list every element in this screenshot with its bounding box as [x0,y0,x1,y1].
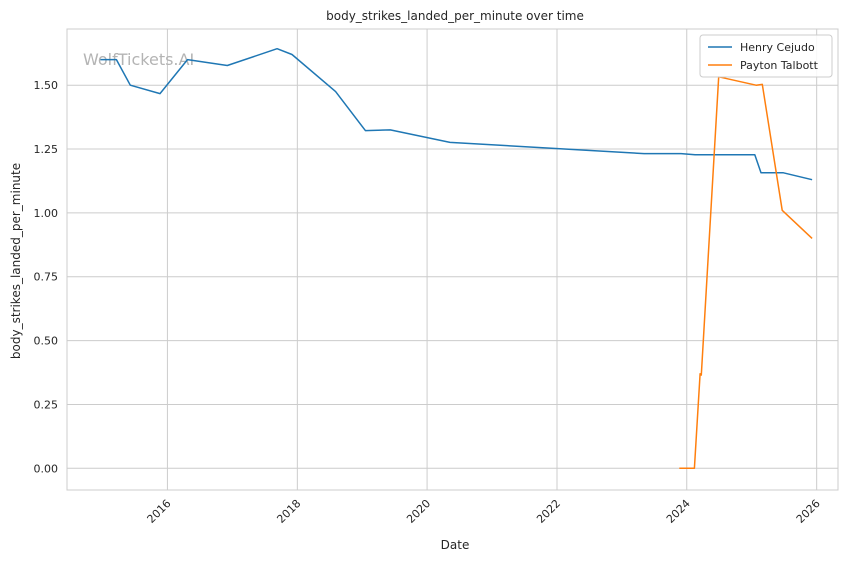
x-tick-label: 2018 [274,497,303,526]
y-tick-label: 0.25 [34,398,59,411]
chart-title: body_strikes_landed_per_minute over time [326,9,584,23]
y-tick-label: 1.00 [34,207,59,220]
legend: Henry Cejudo Payton Talbott [699,34,833,78]
series-line-1 [100,47,813,181]
x-axis-label: Date [441,538,470,552]
legend-label: Henry Cejudo [740,41,815,54]
y-tick-label: 1.25 [34,143,59,156]
series-layer [100,47,813,470]
plot-frame [66,28,839,491]
x-tick-label: 2016 [145,497,174,526]
watermark: WolfTickets.AI [83,50,194,69]
x-axis: 2016 2018 2020 2022 2024 2026 [145,497,823,526]
legend-label: Payton Talbott [740,59,819,72]
legend-box [699,34,833,78]
grid [67,29,838,490]
y-axis: 0.00 0.25 0.50 0.75 1.00 1.25 1.50 [34,79,59,475]
y-tick-label: 1.50 [34,79,59,92]
x-tick-label: 2024 [664,497,693,526]
x-tick-label: 2020 [404,497,433,526]
y-tick-label: 0.75 [34,271,59,284]
y-tick-label: 0.00 [34,462,59,475]
x-tick-label: 2026 [794,497,823,526]
x-tick-label: 2022 [534,497,563,526]
y-axis-label: body_strikes_landed_per_minute [9,163,23,359]
y-tick-label: 0.50 [34,335,59,348]
series-line-2 [679,76,813,470]
